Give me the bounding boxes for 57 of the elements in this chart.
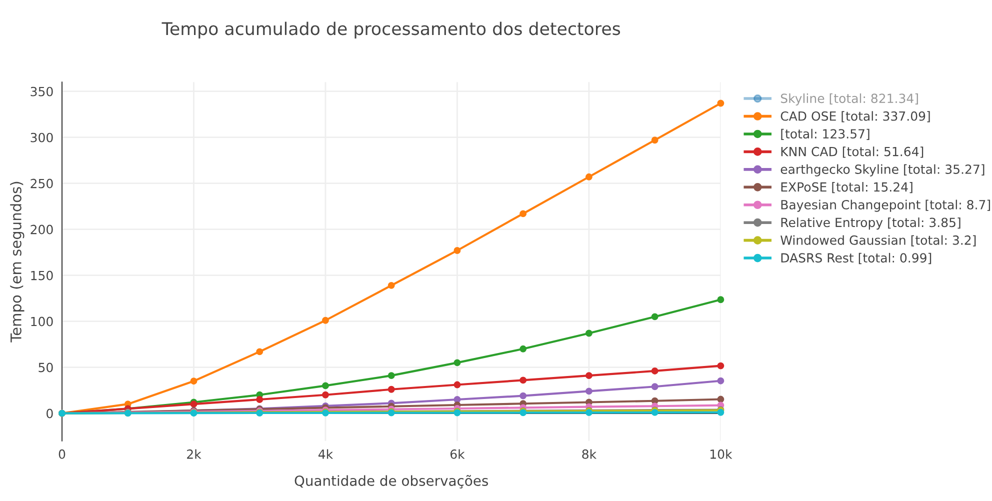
y-tick-label: 100 [31, 316, 53, 326]
x-tick-label: 2k [187, 449, 202, 459]
legend-label: DASRS Rest [total: 0.99] [781, 252, 932, 264]
point [717, 100, 724, 107]
x-tick-label: 6k [450, 449, 465, 459]
point [651, 136, 658, 144]
y-tick-label: 200 [30, 224, 53, 234]
point [388, 282, 395, 289]
point [454, 381, 461, 388]
point [520, 345, 527, 352]
point [520, 210, 527, 218]
x-axis-title: Quantidade de observações [294, 474, 488, 488]
y-tick-label: 50 [38, 362, 53, 372]
point [256, 396, 264, 403]
point [717, 296, 724, 304]
point [190, 378, 198, 385]
legend-label: Skyline [total: 821.34] [780, 93, 918, 106]
y-tick-label: 350 [30, 86, 53, 96]
point [585, 173, 592, 180]
legend-label: Bayesian Changepoint [total: 8.7] [781, 200, 990, 212]
legend-label: KNN CAD [total: 51.64] [781, 146, 924, 158]
y-tick-label: 300 [30, 132, 53, 142]
point [454, 359, 461, 366]
legend-label: Relative Entropy [total: 3.85] [781, 217, 960, 230]
x-tick-label: 4k [318, 449, 334, 459]
y-tick-label: 0 [46, 408, 53, 418]
point [256, 348, 264, 356]
point [322, 316, 329, 324]
legend-label: CAD OSE [total: 337.09] [780, 111, 930, 122]
point [322, 382, 329, 390]
point [454, 396, 461, 403]
point [388, 386, 395, 393]
point [651, 383, 658, 390]
legend-label: EXPoSE [total: 15.24] [781, 182, 912, 194]
point [322, 391, 329, 398]
point [651, 368, 658, 374]
y-axis-title: Tempo (em segundos) [10, 182, 24, 342]
point [520, 392, 527, 400]
point [520, 376, 527, 384]
point [717, 396, 724, 403]
legend-label: Windowed Gaussian [total: 3.2] [780, 235, 976, 246]
chart-title: Tempo acumulado de processamento dos detectores [162, 22, 620, 39]
legend-label: earthgecko Skyline [total: 35.27] [780, 164, 984, 176]
point [388, 372, 395, 380]
point [585, 388, 592, 395]
point [651, 313, 658, 320]
x-tick-label: 0 [58, 449, 66, 459]
y-tick-label: 150 [31, 270, 53, 280]
point [717, 362, 724, 370]
x-tick-label: 10k [710, 449, 732, 459]
legend-label: [total: 123.57] [781, 128, 870, 140]
point [454, 247, 461, 254]
point [717, 377, 724, 384]
y-tick-label: 250 [30, 178, 53, 188]
x-tick-label: 8k [582, 449, 597, 459]
point [585, 330, 592, 337]
point [585, 372, 592, 380]
